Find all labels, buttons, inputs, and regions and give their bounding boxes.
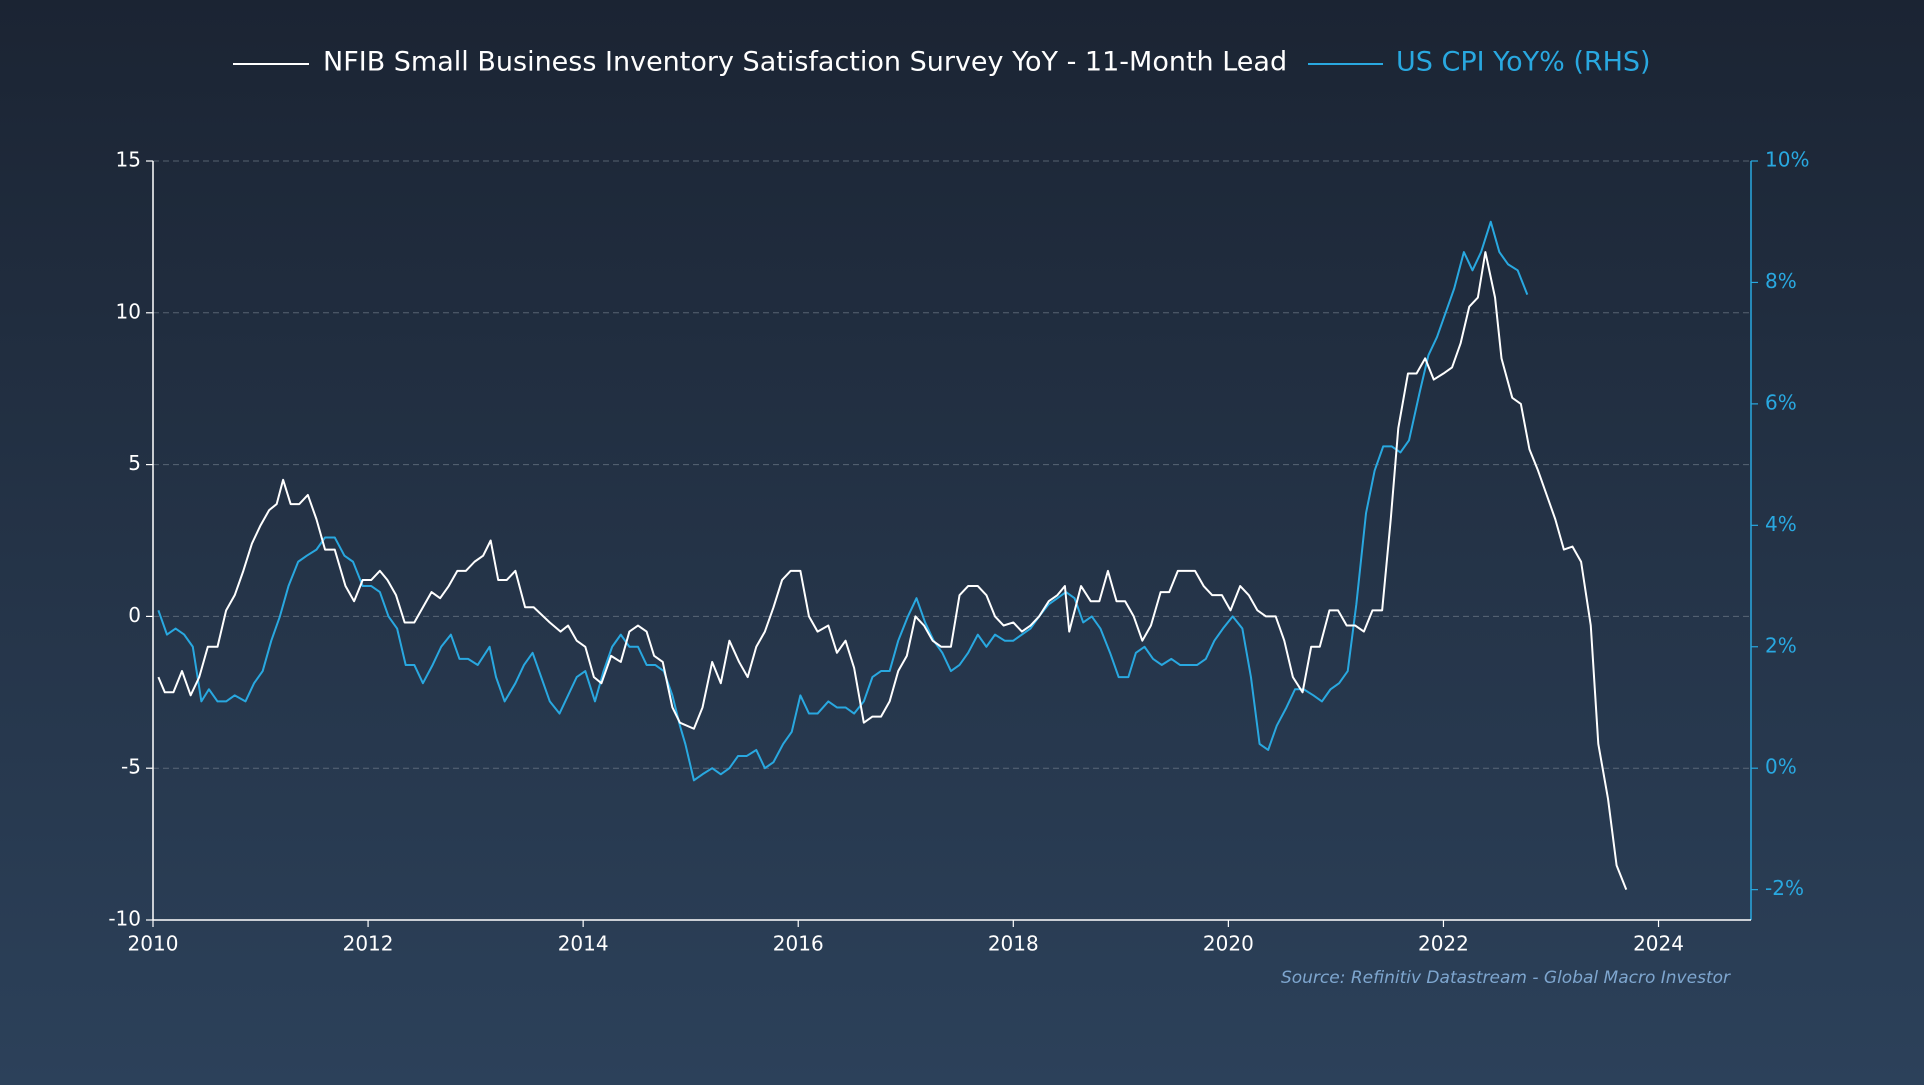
source-note: Source: Refinitiv Datastream - Global Ma… (1281, 968, 1731, 988)
y2-tick-label: 0% (1765, 755, 1797, 779)
series-line (157, 220, 1529, 782)
y-tick-label: -5 (121, 755, 141, 779)
y-tick-label: 0 (128, 603, 141, 627)
x-tick-label: 2020 (1203, 932, 1254, 956)
y2-tick-label: 8% (1765, 269, 1797, 293)
x-tick-label: 2010 (128, 932, 179, 956)
legend-label: NFIB Small Business Inventory Satisfacti… (323, 47, 1287, 78)
y-tick-label: -10 (108, 907, 141, 931)
series-line (157, 251, 1628, 891)
x-tick-label: 2022 (1418, 932, 1469, 956)
y-tick-label: 10 (116, 299, 141, 323)
x-tick-label: 2024 (1633, 932, 1684, 956)
y2-tick-label: 6% (1765, 390, 1797, 414)
y2-tick-label: 2% (1765, 633, 1797, 657)
y2-tick-label: -2% (1765, 876, 1804, 900)
x-tick-label: 2014 (558, 932, 609, 956)
y2-tick-label: 10% (1765, 148, 1809, 172)
y-tick-label: 15 (116, 148, 141, 172)
y2-tick-label: 4% (1765, 512, 1797, 536)
y-tick-label: 5 (128, 451, 141, 475)
x-tick-label: 2012 (343, 932, 394, 956)
x-tick-label: 2018 (988, 932, 1039, 956)
x-tick-label: 2016 (773, 932, 824, 956)
legend-label: US CPI YoY% (RHS) (1396, 47, 1651, 78)
